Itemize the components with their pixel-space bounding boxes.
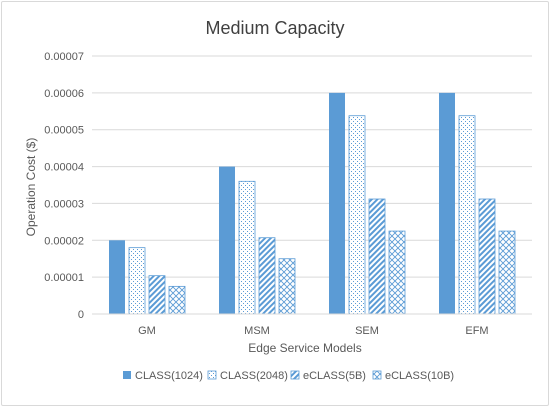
legend-label: eCLASS(10B) [385, 370, 454, 382]
y-tick-label: 0.00001 [44, 272, 84, 284]
y-tick-label: 0.00005 [44, 125, 84, 137]
bar-efm-1 [458, 115, 476, 315]
bar-efm-0 [439, 92, 455, 314]
chart-title: Medium Capacity [205, 18, 344, 38]
x-tick-label: SEM [355, 325, 379, 337]
bars [109, 92, 516, 315]
bar-msm-3 [278, 258, 296, 315]
bar-gm-1 [128, 247, 146, 315]
x-axis-ticks: GM MSM SEM EFM [138, 325, 488, 337]
y-tick-label: 0.00006 [44, 88, 84, 100]
legend-label: CLASS(1024) [135, 370, 203, 382]
y-tick-label: 0 [78, 309, 84, 321]
bar-sem-1 [348, 115, 366, 315]
legend: CLASS(1024) CLASS(2048) eCLASS(5B) eCLASS(1… [123, 370, 454, 382]
y-tick-label: 0.00007 [44, 51, 84, 63]
legend-swatch [207, 370, 217, 380]
bar-msm-0 [219, 166, 235, 314]
x-axis-title: Edge Service Models [248, 341, 361, 355]
y-tick-label: 0.00003 [44, 198, 84, 210]
bar-gm-3 [168, 285, 186, 315]
x-tick-label: GM [138, 325, 156, 337]
gridlines [92, 55, 532, 278]
legend-swatch [372, 370, 382, 380]
y-tick-label: 0.00002 [44, 235, 84, 247]
bar-gm-0 [109, 240, 125, 314]
bar-sem-0 [329, 92, 345, 314]
legend-label: CLASS(2048) [220, 370, 288, 382]
legend-swatch [290, 370, 300, 380]
legend-swatch [123, 371, 131, 379]
x-tick-label: MSM [244, 325, 270, 337]
bar-sem-3 [388, 230, 406, 315]
bar-efm-2 [478, 198, 496, 315]
x-tick-label: EFM [465, 325, 488, 337]
y-axis-ticks: 0 0.00001 0.00002 0.00003 0.00004 0.00005 0.00… [44, 51, 84, 321]
y-tick-label: 0.00004 [44, 162, 84, 174]
y-axis-title: Operation Cost ($) [24, 138, 38, 237]
bar-msm-2 [258, 237, 276, 315]
bar-msm-1 [238, 180, 256, 315]
legend-label: eCLASS(5B) [303, 370, 366, 382]
bar-gm-2 [148, 275, 166, 315]
bar-sem-2 [368, 198, 386, 315]
bar-efm-3 [498, 230, 516, 315]
